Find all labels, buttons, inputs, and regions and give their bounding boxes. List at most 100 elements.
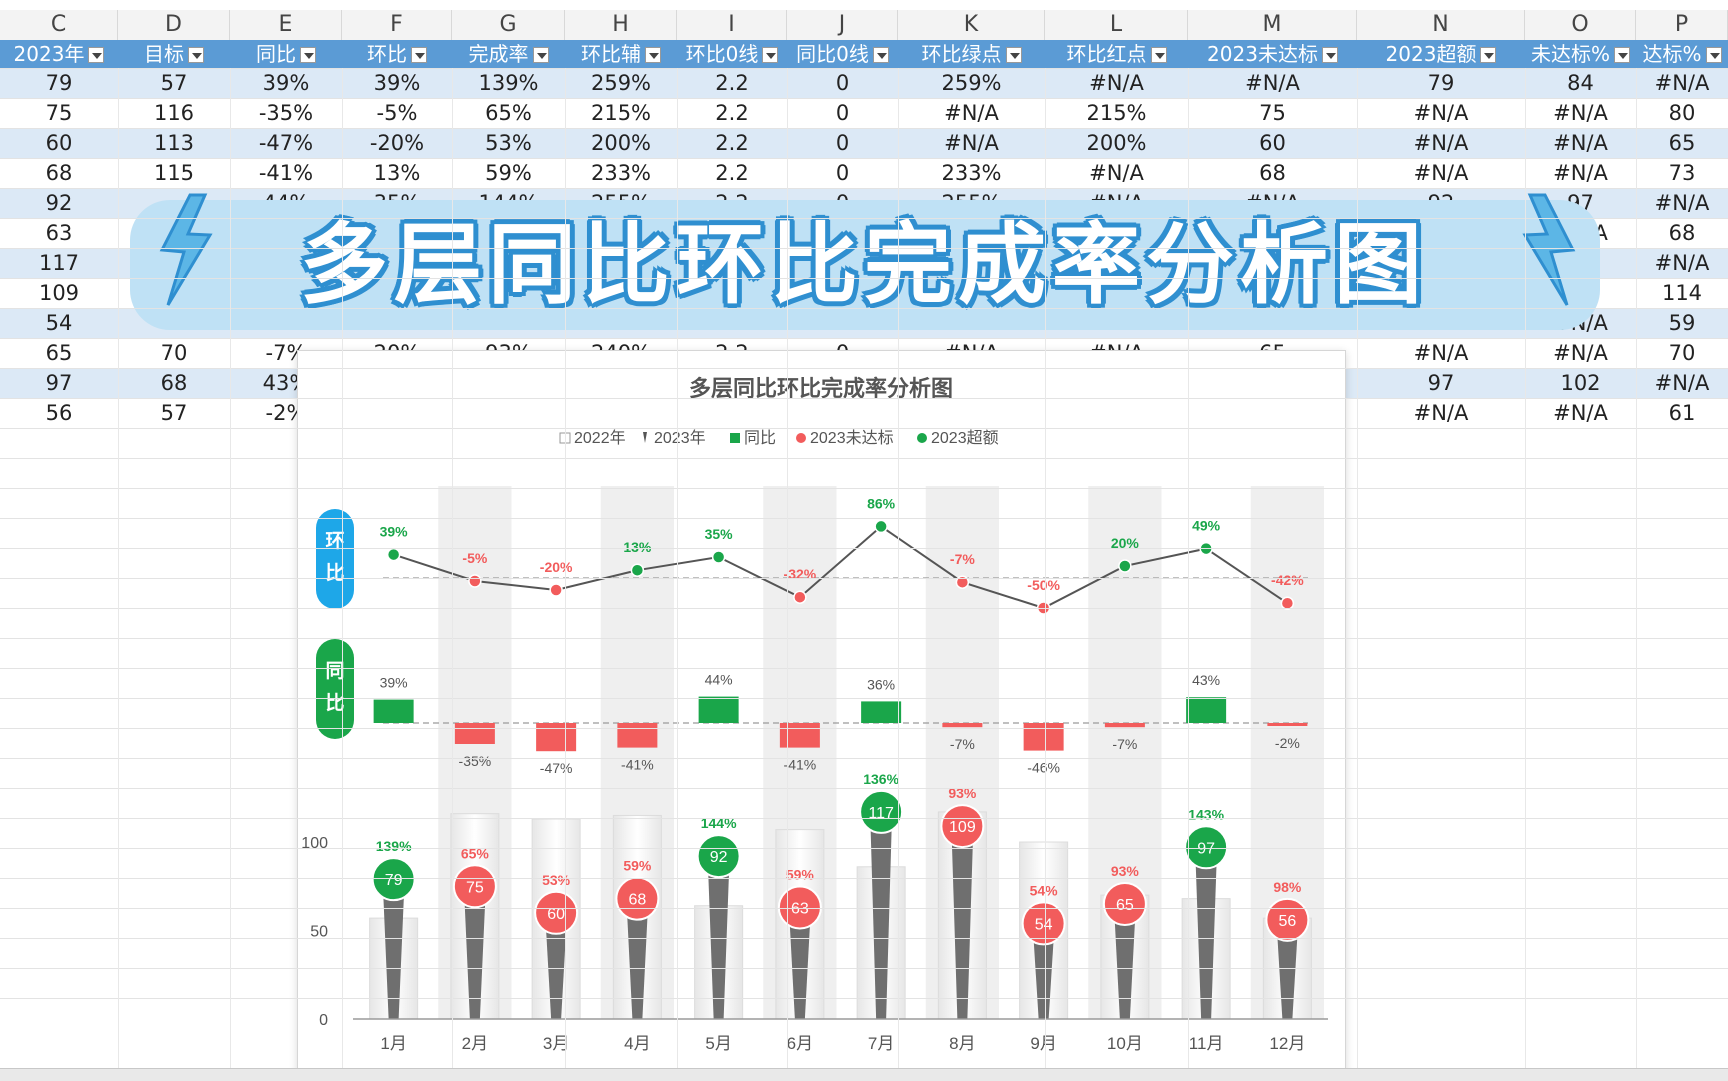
- table-cell[interactable]: 2.2: [715, 161, 749, 185]
- filter-dropdown-icon[interactable]: [88, 46, 105, 63]
- column-letter[interactable]: C: [0, 10, 118, 40]
- table-cell[interactable]: 75: [1259, 101, 1286, 125]
- table-cell[interactable]: 63: [45, 221, 73, 245]
- table-cell[interactable]: 215%: [590, 101, 652, 125]
- filter-dropdown-icon[interactable]: [1705, 46, 1722, 63]
- table-cell[interactable]: 2.2: [715, 131, 749, 155]
- table-cell[interactable]: #N/A: [1553, 161, 1608, 185]
- column-letter[interactable]: J: [787, 10, 898, 40]
- table-cell[interactable]: 68: [1259, 161, 1286, 185]
- table-cell[interactable]: 102: [1560, 371, 1601, 395]
- column-letter[interactable]: P: [1636, 10, 1728, 40]
- filter-dropdown-icon[interactable]: [188, 46, 204, 63]
- table-cell[interactable]: 0: [835, 161, 850, 185]
- table-cell[interactable]: #N/A: [1089, 161, 1144, 185]
- table-cell[interactable]: #N/A: [944, 101, 999, 125]
- table-cell[interactable]: 115: [153, 161, 195, 185]
- column-letter[interactable]: L: [1045, 10, 1188, 40]
- filter-dropdown-icon[interactable]: [645, 46, 661, 63]
- table-cell[interactable]: #N/A: [1413, 101, 1469, 125]
- table-cell[interactable]: 70: [1668, 341, 1696, 365]
- table-cell[interactable]: #N/A: [1553, 401, 1608, 425]
- filter-dropdown-icon[interactable]: [1005, 46, 1022, 63]
- column-letter[interactable]: F: [342, 10, 452, 40]
- table-cell[interactable]: 0: [835, 101, 850, 125]
- table-cell[interactable]: 97: [1427, 371, 1455, 395]
- table-cell[interactable]: #N/A: [1654, 71, 1710, 95]
- column-letter[interactable]: O: [1525, 10, 1636, 40]
- column-letter[interactable]: N: [1357, 10, 1525, 40]
- table-cell[interactable]: #N/A: [1413, 341, 1469, 365]
- table-cell[interactable]: 39%: [262, 71, 310, 95]
- table-cell[interactable]: 59%: [485, 161, 532, 185]
- table-cell[interactable]: 117: [38, 251, 80, 275]
- table-cell[interactable]: 70: [160, 341, 188, 365]
- table-cell[interactable]: #N/A: [1553, 101, 1608, 125]
- table-cell[interactable]: 61: [1668, 401, 1696, 425]
- table-cell[interactable]: 84: [1567, 71, 1594, 95]
- table-cell[interactable]: 73: [1668, 161, 1696, 185]
- filter-header[interactable]: 环比0线: [677, 40, 787, 68]
- filter-header[interactable]: 2023超额: [1357, 40, 1525, 68]
- table-cell[interactable]: 56: [45, 401, 73, 425]
- table-cell[interactable]: -41%: [258, 161, 314, 185]
- table-cell[interactable]: 114: [1661, 281, 1703, 305]
- table-cell[interactable]: 215%: [1086, 101, 1147, 125]
- table-cell[interactable]: #N/A: [1089, 71, 1144, 95]
- filter-header[interactable]: 环比绿点: [898, 40, 1045, 68]
- filter-dropdown-icon[interactable]: [872, 46, 889, 63]
- table-cell[interactable]: 200%: [1086, 131, 1147, 155]
- table-cell[interactable]: #N/A: [1413, 401, 1469, 425]
- filter-dropdown-icon[interactable]: [1150, 46, 1167, 63]
- table-cell[interactable]: #N/A: [1245, 71, 1300, 95]
- filter-header[interactable]: 完成率: [452, 40, 565, 68]
- filter-header[interactable]: 环比: [342, 40, 452, 68]
- table-cell[interactable]: #N/A: [1413, 131, 1469, 155]
- table-cell[interactable]: 68: [45, 161, 73, 185]
- filter-header[interactable]: 目标: [118, 40, 230, 68]
- table-cell[interactable]: 60: [45, 131, 73, 155]
- table-cell[interactable]: 75: [45, 101, 73, 125]
- table-cell[interactable]: 79: [45, 71, 73, 95]
- table-cell[interactable]: -47%: [258, 131, 314, 155]
- column-letter[interactable]: D: [118, 10, 230, 40]
- table-cell[interactable]: 116: [153, 101, 195, 125]
- table-cell[interactable]: #N/A: [1654, 371, 1710, 395]
- table-cell[interactable]: 0: [835, 131, 850, 155]
- filter-header[interactable]: 达标%: [1636, 40, 1728, 68]
- table-cell[interactable]: 57: [160, 401, 188, 425]
- filter-dropdown-icon[interactable]: [1321, 46, 1338, 63]
- filter-header[interactable]: 未达标%: [1525, 40, 1636, 68]
- table-cell[interactable]: 259%: [941, 71, 1002, 95]
- column-letter[interactable]: E: [230, 10, 342, 40]
- table-cell[interactable]: 53%: [485, 131, 532, 155]
- table-cell[interactable]: 65%: [485, 101, 532, 125]
- column-letter[interactable]: I: [677, 10, 787, 40]
- table-cell[interactable]: 39%: [373, 71, 421, 95]
- table-cell[interactable]: 92: [45, 191, 73, 215]
- table-cell[interactable]: 65: [45, 341, 73, 365]
- column-letter[interactable]: G: [452, 10, 565, 40]
- table-cell[interactable]: #N/A: [1654, 251, 1710, 275]
- filter-dropdown-icon[interactable]: [762, 46, 779, 63]
- table-cell[interactable]: 57: [160, 71, 188, 95]
- column-letter[interactable]: K: [898, 10, 1045, 40]
- table-cell[interactable]: 65: [1668, 131, 1696, 155]
- table-cell[interactable]: #N/A: [944, 131, 999, 155]
- table-cell[interactable]: #N/A: [1413, 161, 1469, 185]
- filter-dropdown-icon[interactable]: [1480, 46, 1497, 63]
- table-cell[interactable]: #N/A: [1654, 191, 1710, 215]
- table-cell[interactable]: 2.2: [715, 71, 749, 95]
- column-letter[interactable]: M: [1188, 10, 1357, 40]
- table-cell[interactable]: 13%: [373, 161, 421, 185]
- filter-header[interactable]: 同比0线: [787, 40, 898, 68]
- table-cell[interactable]: 59: [1668, 311, 1696, 335]
- filter-dropdown-icon[interactable]: [1614, 46, 1630, 63]
- table-cell[interactable]: 79: [1427, 71, 1455, 95]
- table-cell[interactable]: #N/A: [1553, 131, 1608, 155]
- table-cell[interactable]: 68: [1668, 221, 1696, 245]
- table-cell[interactable]: 80: [1668, 101, 1696, 125]
- table-cell[interactable]: 0: [835, 71, 850, 95]
- filter-dropdown-icon[interactable]: [300, 46, 316, 63]
- table-cell[interactable]: 233%: [941, 161, 1002, 185]
